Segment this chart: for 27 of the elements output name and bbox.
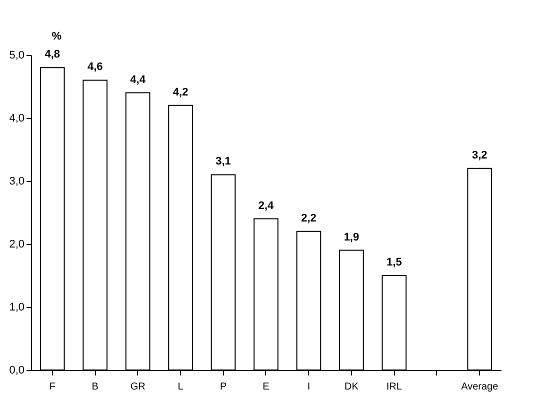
y-tick-label: 2,0 xyxy=(9,238,24,250)
data-label: 2,4 xyxy=(258,200,275,212)
x-tick-label: IRL xyxy=(386,382,402,392)
data-label: 1,9 xyxy=(344,231,360,244)
data-label: 2,2 xyxy=(301,212,316,224)
data-label: 4,8 xyxy=(44,48,60,61)
x-tick-label: E xyxy=(262,382,270,392)
y-tick-label: 5,0 xyxy=(9,50,24,62)
y-tick-label: 1,0 xyxy=(9,302,24,314)
x-tick-label: DK xyxy=(344,382,359,392)
data-label: 4,6 xyxy=(87,61,103,74)
data-label: 4,4 xyxy=(130,74,146,86)
x-tick-label: L xyxy=(178,382,184,392)
x-tick-label: I xyxy=(307,382,310,392)
data-label: 4,2 xyxy=(172,86,188,98)
x-tick-label: Average xyxy=(461,382,499,392)
data-label: 3,2 xyxy=(472,149,488,162)
x-tick-label: F xyxy=(49,382,56,392)
y-tick-label: 3,0 xyxy=(9,176,24,188)
x-tick-label: GR xyxy=(130,382,146,392)
data-label: 1,5 xyxy=(386,256,402,268)
data-label: 3,1 xyxy=(216,156,231,168)
x-tick-label: B xyxy=(92,382,99,392)
y-tick-label: 4,0 xyxy=(9,112,24,124)
x-tick-label: P xyxy=(220,382,227,392)
y-axis-title: % xyxy=(52,30,62,42)
y-tick-label: 0,0 xyxy=(9,364,24,376)
